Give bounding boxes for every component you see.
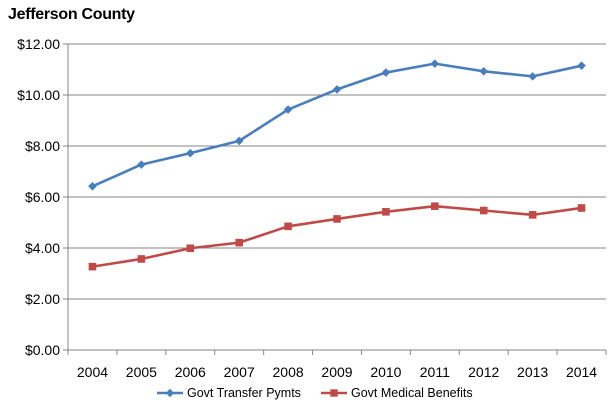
series-line xyxy=(91,62,582,188)
x-tick-label: 2008 xyxy=(273,364,304,380)
chart-title: Jefferson County xyxy=(8,6,135,23)
y-tick-label: $6.00 xyxy=(25,189,60,205)
data-point xyxy=(381,68,391,77)
y-tick-label: $10.00 xyxy=(17,87,60,103)
data-point xyxy=(382,207,390,216)
x-tick-label: 2012 xyxy=(468,364,499,380)
x-axis-tick-labels: 2004 2005 2006 2007 2008 2009 2010 2011 2012 2013… xyxy=(77,364,597,380)
data-point xyxy=(528,72,537,81)
legend-marker xyxy=(330,389,338,397)
data-point xyxy=(528,211,537,219)
y-tick-label: $2.00 xyxy=(25,291,60,307)
legend-label: Govt Medical Benefits xyxy=(351,386,473,400)
data-point xyxy=(234,136,244,146)
x-tick-label: 2004 xyxy=(77,364,108,380)
y-tick-label: $8.00 xyxy=(25,138,60,154)
data-point xyxy=(332,85,342,94)
data-point xyxy=(185,148,195,158)
data-point xyxy=(88,181,97,191)
series-0 xyxy=(88,59,586,191)
legend-item: Govt Medical Benefits xyxy=(321,386,473,400)
x-tick-label: 2007 xyxy=(224,364,255,380)
data-point xyxy=(430,59,440,68)
data-point xyxy=(577,204,586,212)
data-point xyxy=(479,206,488,215)
series xyxy=(88,59,586,271)
y-tick-label: $12.00 xyxy=(17,36,60,52)
x-tick-label: 2010 xyxy=(370,364,401,380)
x-tick-label: 2006 xyxy=(175,364,206,380)
data-point xyxy=(186,244,195,253)
y-tick-label: $4.00 xyxy=(25,240,60,256)
x-tick-label: 2011 xyxy=(420,364,450,380)
data-point xyxy=(137,160,146,169)
x-tick-label: 2009 xyxy=(321,364,352,380)
gridlines xyxy=(68,43,606,300)
y-tick-label: $0.00 xyxy=(25,342,60,358)
data-point xyxy=(333,215,341,223)
data-point xyxy=(284,222,292,231)
series-1 xyxy=(88,202,586,271)
data-point xyxy=(88,262,97,271)
legend-marker xyxy=(165,388,175,398)
data-point xyxy=(431,202,439,210)
legend-label: Govt Transfer Pymts xyxy=(187,386,301,400)
axes xyxy=(63,43,607,355)
legend-item: Govt Transfer Pymts xyxy=(157,386,301,400)
x-tick-label: 2014 xyxy=(566,364,597,380)
data-point xyxy=(577,61,586,70)
data-point xyxy=(479,66,489,76)
y-axis-tick-labels: $0.00 $2.00 $4.00 $6.00 $8.00 $10.00 $12.00 xyxy=(17,36,60,358)
data-point xyxy=(235,238,243,247)
data-point xyxy=(283,105,293,114)
legend: Govt Transfer Pymts Govt Medical Benefits xyxy=(157,386,473,400)
x-tick-label: 2005 xyxy=(126,364,157,380)
x-tick-label: 2013 xyxy=(517,364,548,380)
data-point xyxy=(137,255,146,263)
